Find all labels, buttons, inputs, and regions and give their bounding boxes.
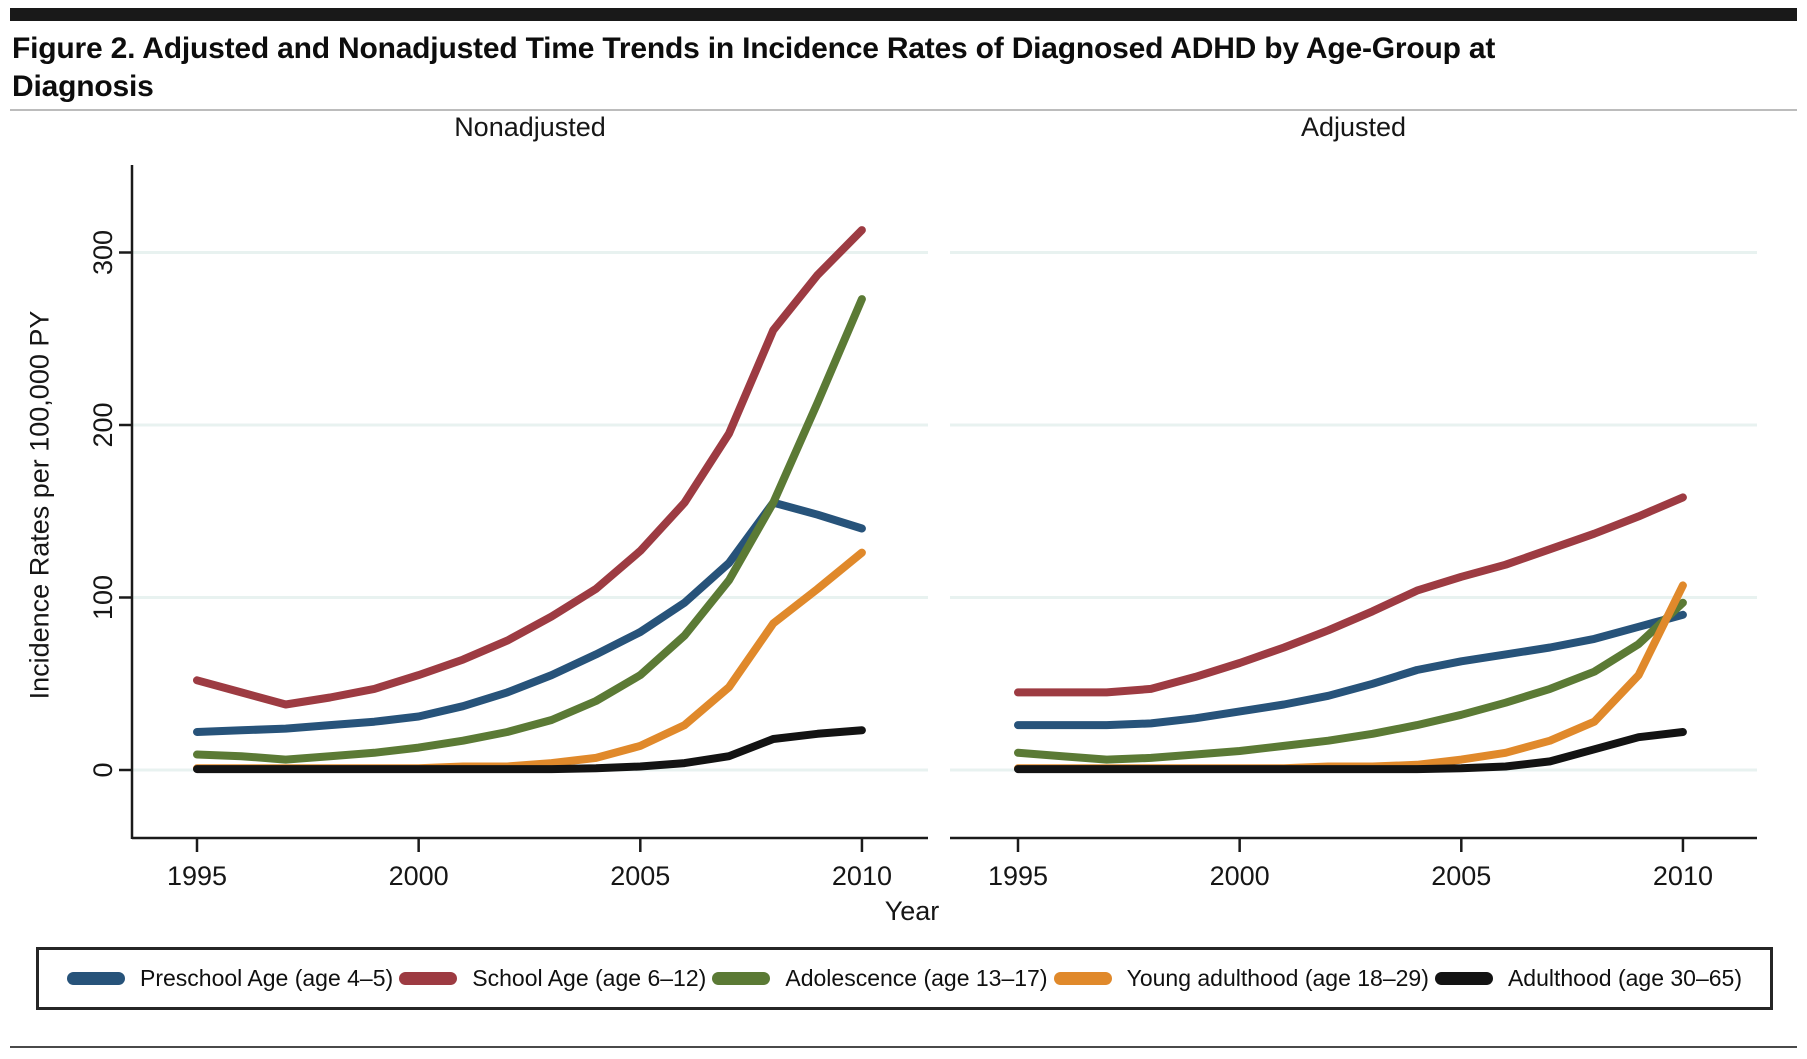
- chart-legend: Preschool Age (age 4–5) School Age (age 6…: [36, 947, 1773, 1010]
- series-line-adulthood: [193, 726, 866, 774]
- y-tick-label: 0: [88, 762, 118, 777]
- x-tick-label: 2005: [1431, 861, 1491, 891]
- legend-item-label: Adolescence (age 13–17): [785, 965, 1048, 991]
- x-tick-label: 2000: [1210, 861, 1270, 891]
- series-line-young: [193, 548, 866, 773]
- y-tick-label: 300: [88, 230, 118, 275]
- y-tick-label: 100: [88, 575, 118, 620]
- legend-item-school: School Age (age 6–12): [399, 965, 706, 992]
- series-line-preschool: [193, 498, 866, 736]
- x-tick-label: 2000: [389, 861, 449, 891]
- legend-swatch-preschool: [67, 972, 125, 985]
- series-line-adulthood: [1014, 728, 1687, 774]
- series-line-school: [193, 226, 866, 709]
- x-axis-title: Year: [884, 896, 940, 926]
- bottom-divider-rule: [10, 1046, 1797, 1048]
- top-divider-bar: [10, 8, 1797, 21]
- legend-swatch-adulthood: [1434, 972, 1493, 985]
- legend-item-young: Young adulthood (age 18–29): [1053, 965, 1429, 992]
- legend-swatch-adolescence: [712, 972, 771, 985]
- legend-item-preschool: Preschool Age (age 4–5): [67, 965, 393, 992]
- x-tick-label: 1995: [167, 861, 227, 891]
- legend-item-adulthood: Adulthood (age 30–65): [1434, 965, 1742, 992]
- series-line-adolescence: [193, 295, 866, 764]
- title-rule: [10, 109, 1797, 111]
- panel-title-adjusted: Adjusted: [1300, 112, 1407, 142]
- x-tick-label: 2010: [1653, 861, 1713, 891]
- x-tick-label: 2010: [832, 861, 892, 891]
- legend-item-label: Young adulthood (age 18–29): [1126, 965, 1429, 991]
- legend-item-label: School Age (age 6–12): [472, 965, 707, 991]
- y-tick-label: 200: [88, 402, 118, 447]
- figure-title: Figure 2. Adjusted and Nonadjusted Time …: [12, 32, 1496, 103]
- legend-item-label: Adulthood (age 30–65): [1507, 965, 1742, 991]
- legend-swatch-young: [1053, 972, 1112, 985]
- x-tick-label: 1995: [988, 861, 1048, 891]
- legend-swatch-school: [399, 972, 458, 985]
- chart-canvas: 1995 2000 2005 2010 0 100 200 300 1995 2000 2005 20…: [88, 165, 1757, 891]
- series-line-adolescence: [1014, 598, 1687, 764]
- series-line-school: [1014, 493, 1687, 697]
- series-line-preschool: [1014, 610, 1687, 730]
- x-tick-label: 2005: [610, 861, 670, 891]
- panel-title-nonadjusted: Nonadjusted: [454, 112, 606, 142]
- legend-item-adolescence: Adolescence (age 13–17): [712, 965, 1048, 992]
- legend-item-label: Preschool Age (age 4–5): [140, 965, 394, 991]
